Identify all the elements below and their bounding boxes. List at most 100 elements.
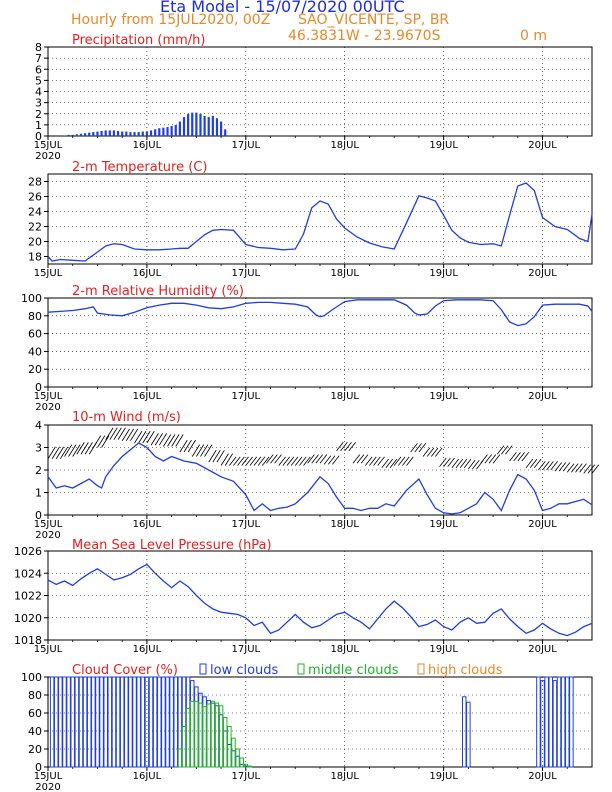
- wind-arrow: [80, 442, 89, 455]
- wind-arrow: [171, 434, 180, 447]
- precip-bar: [187, 113, 190, 136]
- precip-bar: [182, 117, 186, 136]
- wind-arrow: [406, 456, 414, 466]
- low-cloud-bar: [218, 714, 224, 768]
- low-cloud-bar: [95, 676, 100, 768]
- precip-bar: [125, 131, 128, 136]
- y-tick-label: 0: [35, 761, 42, 774]
- wind-arrow: [220, 453, 229, 466]
- wind-arrow: [501, 445, 509, 455]
- precip-bar: [191, 112, 194, 136]
- wind-arrow: [587, 464, 595, 474]
- wind-arrow: [167, 434, 176, 447]
- y-tick-label: 7: [35, 52, 42, 65]
- low-cloud-bar: [544, 676, 549, 768]
- x-tick-label: 16JUL: [133, 519, 162, 530]
- low-cloud-bar: [165, 676, 170, 768]
- low-cloud-bar: [214, 705, 220, 768]
- precip-bar: [178, 121, 181, 136]
- wind-arrow: [455, 458, 464, 468]
- low-cloud-bar: [565, 676, 570, 768]
- low-cloud-bar: [136, 676, 141, 768]
- y-tick-label: 28: [28, 176, 42, 189]
- precip-bar: [162, 127, 165, 136]
- y-tick-label: 100: [21, 671, 42, 684]
- low-cloud-bar: [461, 696, 467, 768]
- wind-arrow: [315, 454, 323, 464]
- x-tick-label: 16JUL: [133, 644, 162, 655]
- precip-bar: [219, 121, 223, 136]
- x-tick-label: 19JUL: [429, 644, 458, 655]
- x-tick-label: 20JUL: [528, 771, 557, 782]
- y-tick-label: 1018: [14, 634, 42, 647]
- year-label: 2020: [35, 151, 60, 162]
- wind-arrow: [113, 427, 122, 440]
- middle-cloud-bar: [247, 765, 253, 768]
- low-cloud-bar: [569, 676, 574, 768]
- wind-arrow: [154, 433, 163, 446]
- legend-label: middle clouds: [308, 663, 399, 678]
- legend-swatch: [199, 663, 207, 675]
- wind-arrow: [319, 454, 328, 464]
- x-tick-label: 16JUL: [133, 140, 162, 151]
- wind-arrow: [290, 456, 299, 466]
- x-tick-label: 17JUL: [232, 644, 261, 655]
- middle-cloud-bar: [235, 748, 240, 768]
- low-cloud-bar: [189, 680, 195, 768]
- low-cloud-bar: [86, 676, 92, 768]
- x-tick-label: 15JUL: [34, 771, 63, 782]
- precip-bar: [116, 130, 120, 136]
- low-cloud-bar: [107, 676, 113, 768]
- low-cloud-bar: [536, 676, 541, 768]
- wind-arrow: [125, 428, 135, 441]
- low-cloud-bar: [185, 676, 191, 768]
- x-tick-label: 15JUL: [34, 391, 63, 402]
- wind-arrow: [146, 430, 155, 444]
- wind-arrow: [183, 439, 192, 453]
- elevation: 0 m: [520, 28, 547, 44]
- wind-arrow: [307, 454, 315, 464]
- middle-cloud-bar: [243, 763, 249, 768]
- x-tick-label: 18JUL: [330, 519, 359, 530]
- y-tick-label: 80: [28, 689, 42, 702]
- middle-cloud-bar: [227, 726, 232, 768]
- wind-arrow: [484, 454, 492, 464]
- y-tick-label: 1020: [14, 612, 42, 625]
- precip-bar: [63, 135, 66, 136]
- wind-arrow: [109, 427, 118, 440]
- wind-arrow: [266, 454, 274, 464]
- wind-arrow: [261, 456, 270, 466]
- y-tick-label: 1026: [14, 545, 42, 558]
- y-tick-label: 20: [28, 236, 42, 249]
- low-cloud-bar: [548, 676, 554, 768]
- precip-bar: [211, 115, 214, 136]
- low-cloud-bar: [169, 676, 174, 768]
- middle-cloud-bar: [231, 737, 236, 768]
- wind-arrow: [105, 427, 114, 440]
- wind-arrow: [158, 433, 168, 446]
- precip-bar: [137, 132, 140, 136]
- x-tick-label: 19JUL: [429, 391, 458, 402]
- precip-bar: [170, 125, 173, 136]
- low-cloud-bar: [58, 676, 63, 768]
- low-cloud-bar: [70, 676, 75, 768]
- low-cloud-bar: [49, 676, 55, 768]
- wind-arrow: [377, 456, 385, 466]
- y-tick-label: 3: [35, 97, 42, 110]
- wind-arrow: [130, 428, 139, 441]
- precip-bar: [100, 130, 103, 136]
- y-tick-label: 0: [35, 130, 42, 143]
- low-cloud-bar: [148, 676, 154, 768]
- legend-swatch: [297, 663, 305, 675]
- forecast-start: Hourly from 15JUL2020, 00Z: [71, 12, 271, 28]
- wind-arrow: [575, 463, 583, 473]
- low-cloud-bar: [115, 676, 121, 768]
- wind-arrow: [496, 445, 505, 455]
- wind-arrow: [97, 435, 106, 448]
- wind-arrow: [488, 454, 497, 464]
- middle-cloud-bar: [185, 708, 191, 768]
- wind-arrow: [286, 456, 295, 466]
- wind-arrow: [521, 452, 530, 462]
- middle-cloud-bar: [239, 757, 244, 768]
- low-cloud-bar: [235, 755, 240, 768]
